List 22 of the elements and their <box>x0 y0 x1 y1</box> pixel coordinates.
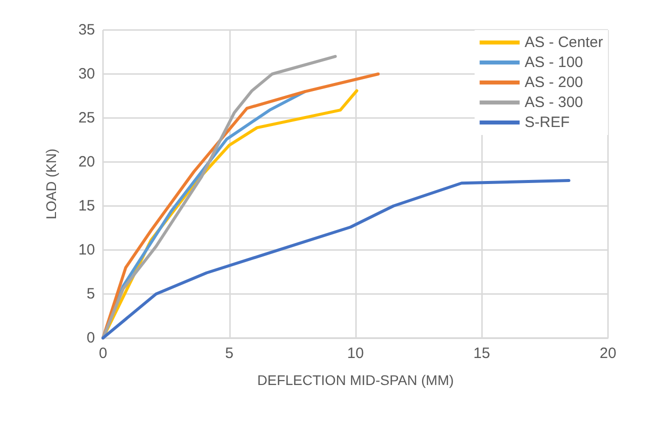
x-axis-title: DEFLECTION MID-SPAN (MM) <box>257 372 454 388</box>
y-tick-label: 20 <box>78 154 95 170</box>
y-axis-title: LOAD (KN) <box>43 148 59 220</box>
y-tick-label: 0 <box>86 330 95 346</box>
y-tick-label: 15 <box>78 198 95 214</box>
x-tick-label: 20 <box>600 345 616 362</box>
line-series <box>102 54 337 340</box>
y-tick-label: 5 <box>86 286 95 302</box>
y-tick-label: 10 <box>78 242 95 258</box>
legend-label: AS - Center <box>524 34 604 51</box>
legend-label: S-REF <box>524 114 570 131</box>
x-tick-label: 15 <box>473 345 490 362</box>
legend-label: AS - 300 <box>524 94 584 111</box>
y-tick-label: 25 <box>78 110 95 126</box>
x-tick-label: 5 <box>225 345 234 362</box>
x-tick-label: 0 <box>98 345 108 362</box>
y-tick-label: 35 <box>78 22 95 38</box>
x-tick-label: 10 <box>347 345 364 362</box>
line-series <box>102 178 570 340</box>
legend-label: AS - 100 <box>524 54 584 71</box>
legend-label: AS - 200 <box>524 74 584 91</box>
y-tick-label: 30 <box>78 66 95 82</box>
